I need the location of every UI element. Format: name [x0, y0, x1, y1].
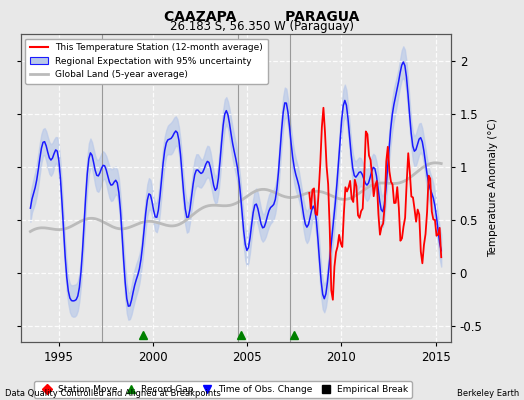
Text: Data Quality Controlled and Aligned at Breakpoints: Data Quality Controlled and Aligned at B… — [5, 389, 221, 398]
Y-axis label: Temperature Anomaly (°C): Temperature Anomaly (°C) — [488, 118, 498, 258]
Legend: Station Move, Record Gap, Time of Obs. Change, Empirical Break: Station Move, Record Gap, Time of Obs. C… — [34, 381, 412, 398]
Text: 26.183 S, 56.350 W (Paraguay): 26.183 S, 56.350 W (Paraguay) — [170, 20, 354, 33]
Text: Berkeley Earth: Berkeley Earth — [456, 389, 519, 398]
Text: CAAZAPA          PARAGUA: CAAZAPA PARAGUA — [165, 10, 359, 24]
